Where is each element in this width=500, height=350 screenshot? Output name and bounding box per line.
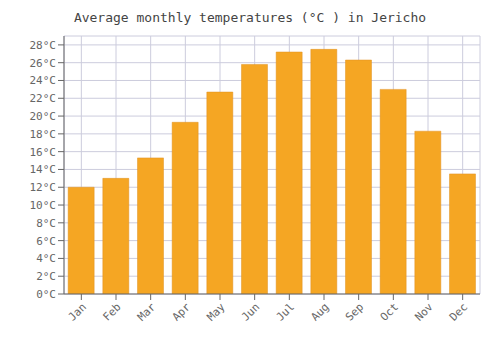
html-text:Average monthly temperatures (: Average monthly temperatures (°C ) in Je… [73, 10, 427, 25]
svg-text:16°C: 16°C [30, 146, 57, 159]
svg-text:Jun: Jun [239, 300, 262, 323]
svg-text:10°C: 10°C [30, 199, 57, 212]
svg-text:12°C: 12°C [30, 181, 57, 194]
svg-text:2°C: 2°C [36, 270, 56, 283]
svg-text:Nov: Nov [412, 300, 436, 324]
svg-text:20°C: 20°C [30, 110, 57, 123]
svg-text:Oct: Oct [378, 300, 401, 323]
svg-text:28°C: 28°C [30, 39, 57, 52]
svg-text:22°C: 22°C [30, 92, 57, 105]
svg-text:24°C: 24°C [30, 74, 57, 87]
svg-text:4°C: 4°C [36, 252, 56, 265]
svg-text:0°C: 0°C [36, 288, 56, 301]
svg-text:26°C: 26°C [30, 57, 57, 70]
svg-text:Apr: Apr [170, 300, 194, 324]
svg-text:May: May [204, 300, 228, 324]
svg-text:Jul: Jul [274, 300, 297, 323]
svg-text:Aug: Aug [308, 300, 331, 323]
svg-text:6°C: 6°C [36, 235, 56, 248]
svg-text:Dec: Dec [447, 300, 470, 323]
svg-text:Sep: Sep [343, 300, 366, 323]
svg-text:Mar: Mar [135, 300, 159, 324]
svg-text:18°C: 18°C [30, 128, 57, 141]
svg-text:Jan: Jan [66, 300, 89, 323]
svg-text:14°C: 14°C [30, 163, 57, 176]
svg-text:8°C: 8°C [36, 217, 56, 230]
svg-text:Feb: Feb [100, 300, 123, 323]
